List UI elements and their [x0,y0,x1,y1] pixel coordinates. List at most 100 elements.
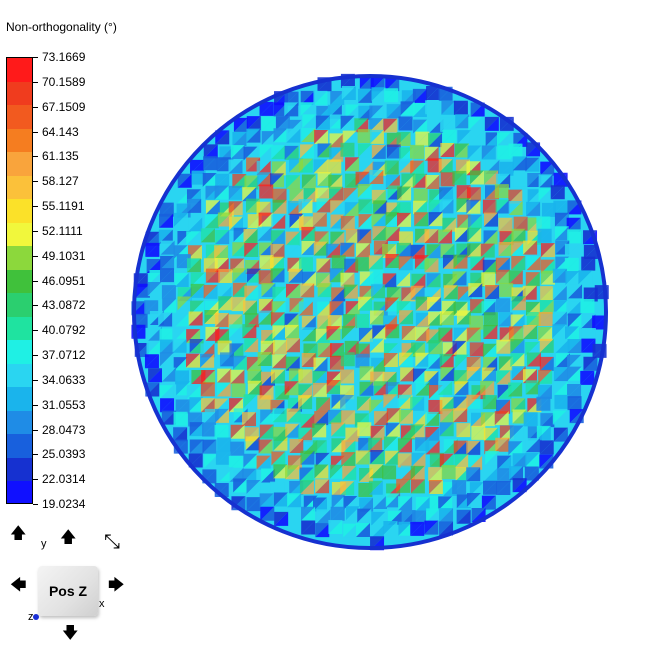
view-cube-pos-z[interactable]: Pos Z [38,566,98,616]
mesh-cell [246,128,261,143]
mesh-cell [187,198,202,213]
mesh-cell [410,521,425,536]
mesh-cell [317,301,332,316]
rotate-up-left-icon[interactable]: 🡅 [10,525,27,542]
mesh-cell [424,520,439,535]
mesh-cell [329,301,344,316]
mesh-cell [315,187,330,202]
mesh-cell [345,228,360,243]
mesh-cell [203,284,218,299]
legend-tick [33,429,38,431]
mesh-cell [188,217,203,232]
mesh-cell [314,411,329,426]
mesh-cell [315,115,330,130]
mesh-cell [494,184,509,199]
mesh-cell [313,382,328,397]
mesh-cell [188,311,203,326]
rotate-down-icon[interactable]: 🡇 [62,625,79,642]
legend-swatch [7,175,32,201]
mesh-cell [468,116,483,131]
view-navigation-widget: 🡅 🡅 ⤡ 🡄 🡆 🡇 y x z Pos Z [0,520,140,658]
mesh-cell [440,244,455,259]
mesh-cell [511,228,526,243]
mesh-cell [233,117,248,132]
mesh-cell [539,300,554,315]
mesh-cell [454,453,469,468]
mesh-cell [385,324,400,339]
mesh-cell [331,255,346,270]
mesh-cell [186,384,201,399]
mesh-cell [552,410,567,425]
zoom-fit-icon[interactable]: ⤡ [104,531,120,553]
mesh-cell [160,240,175,255]
mesh-cell [330,231,345,246]
mesh-cell [300,413,315,428]
mesh-cell [441,465,456,480]
mesh-cell [340,369,355,384]
mesh-cell [439,508,454,523]
mesh-cell [303,188,318,203]
mesh-cell [385,382,400,397]
legend-tick [33,479,38,481]
mesh-cell [202,439,217,454]
mesh-cell [499,282,514,297]
mesh-cell [190,272,205,287]
mesh-cell [537,228,552,243]
mesh-cell [440,172,455,187]
mesh-cell [298,257,313,272]
mesh-cell [466,467,481,482]
mesh-cell [160,398,175,413]
mesh-cell [538,311,553,326]
mesh-cell [371,144,386,159]
mesh-cell [187,245,202,260]
mesh-cell [413,368,428,383]
mesh-cell [467,227,482,242]
mesh-cell [508,143,523,158]
mesh-cell [313,159,328,174]
mesh-cell [540,161,555,176]
mesh-cell [508,382,523,397]
rotate-left-icon[interactable]: 🡄 [10,577,27,594]
mesh-cell [442,254,457,269]
mesh-cell [385,493,400,508]
mesh-cell [386,144,401,159]
mesh-cell [219,352,234,367]
mesh-cell [523,325,538,340]
mesh-cell [355,450,370,465]
mesh-cell [284,91,299,106]
mesh-cell [485,451,500,466]
mesh-cell [424,146,439,161]
mesh-cell [426,329,441,344]
mesh-cell [498,356,513,371]
mesh-cell [540,243,555,258]
mesh-cell [258,298,273,313]
mesh-cell [205,268,220,283]
mesh-cell [204,454,219,469]
mesh-cell [270,256,285,271]
mesh-cell [247,214,262,229]
mesh-cell [329,464,344,479]
mesh-cell [471,425,486,440]
mesh-cell [340,115,355,130]
mesh-cell [383,394,398,409]
mesh-cell [261,329,276,344]
mesh-cell [537,384,552,399]
mesh-cell [539,338,554,353]
rotate-right-icon[interactable]: 🡆 [108,577,125,594]
mesh-cell [498,312,513,327]
rotate-up-icon[interactable]: 🡅 [60,529,77,546]
mesh-cell [425,175,440,190]
mesh-cell [256,455,271,470]
mesh-cell [567,354,582,369]
mesh-cell [312,423,327,438]
mesh-cell [401,90,416,105]
mesh-cell [359,74,374,89]
mesh-cell [312,371,327,386]
mesh-cell [439,397,454,412]
mesh-cell [214,245,229,260]
mesh-cell [341,410,356,425]
mesh-cell [442,217,457,232]
mesh-cell [538,369,553,384]
mesh-cell [495,437,510,452]
